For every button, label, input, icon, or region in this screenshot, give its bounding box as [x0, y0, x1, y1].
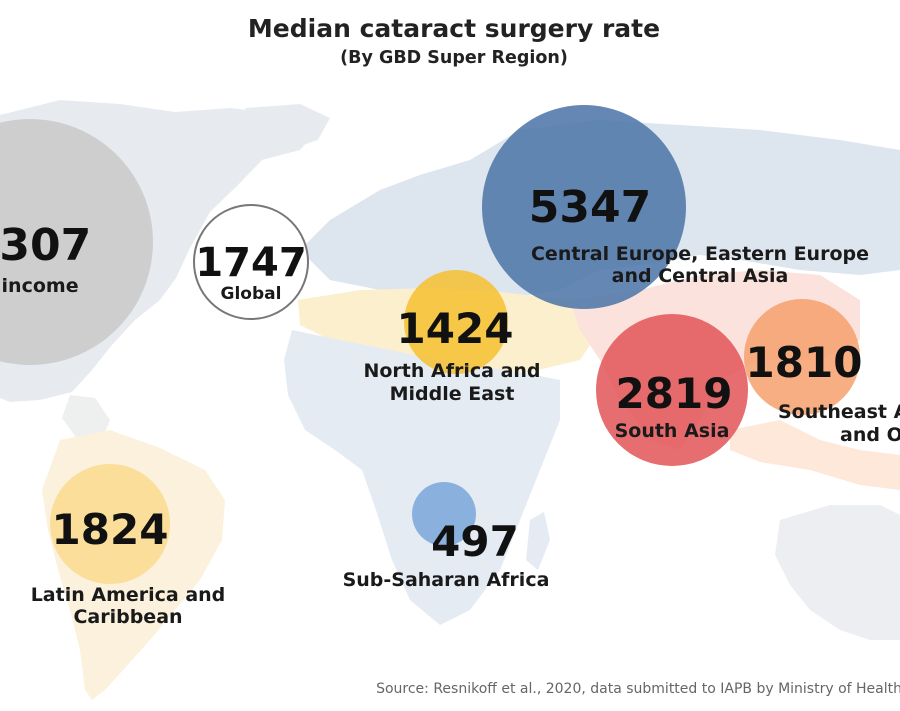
value-label-latin-america: 1824 — [52, 505, 169, 554]
bubble-central-europe — [482, 105, 686, 309]
bubble-southeast-asia — [744, 299, 860, 415]
value-label-high-income: 3307 — [0, 220, 91, 271]
region-label-north-africa: North Africa and — [363, 360, 540, 382]
region-label-north-africa: Middle East — [390, 383, 515, 405]
africa-landmass — [284, 330, 560, 625]
region-label-global: Global — [221, 284, 282, 304]
greenland-landmass — [245, 104, 330, 150]
value-label-sub-saharan: 497 — [431, 517, 519, 566]
australia-landmass — [775, 505, 900, 640]
madagascar-landmass — [526, 512, 550, 570]
region-label-central-europe: Central Europe, Eastern Europe — [531, 243, 869, 265]
region-label-latin-america: Caribbean — [73, 606, 182, 628]
bubble-south-asia — [596, 314, 748, 466]
bubble-high-income — [0, 119, 153, 365]
value-label-southeast-asia: 1810 — [746, 338, 863, 387]
bubble-global — [193, 204, 309, 320]
region-label-south-asia: South Asia — [615, 420, 730, 442]
value-label-central-europe: 5347 — [529, 182, 651, 233]
region-label-southeast-asia: and O — [840, 424, 900, 446]
southeast-asia-islands — [730, 420, 900, 490]
value-label-south-asia: 2819 — [616, 369, 733, 418]
region-label-latin-america: Latin America and — [31, 584, 226, 606]
bubble-north-africa — [404, 270, 508, 374]
map-title: Median cataract surgery rate — [247, 14, 661, 43]
bubble-latin-america — [50, 464, 170, 584]
value-label-north-africa: 1424 — [397, 304, 514, 353]
bubble-sub-saharan — [412, 482, 476, 546]
map-subtitle: (By GBD Super Region) — [340, 48, 568, 68]
region-label-high-income: n income — [0, 275, 79, 297]
source-note: Source: Resnikoff et al., 2020, data sub… — [376, 681, 900, 697]
region-label-southeast-asia: Southeast A — [778, 401, 900, 423]
region-label-central-europe: and Central Asia — [612, 265, 789, 287]
region-label-sub-saharan: Sub-Saharan Africa — [343, 569, 550, 591]
value-label-global: 1747 — [195, 240, 306, 286]
